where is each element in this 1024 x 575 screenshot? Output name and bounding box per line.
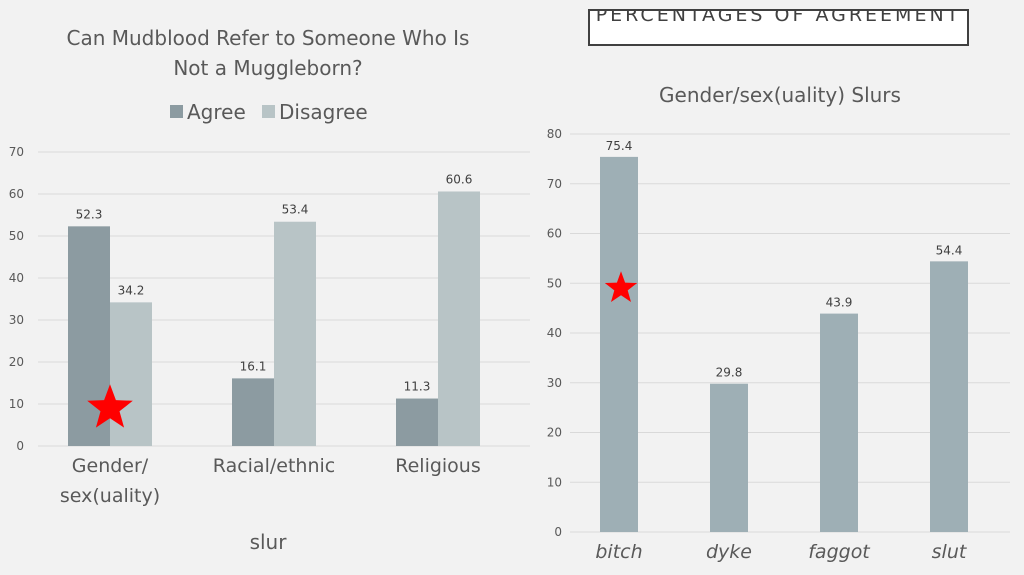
bar-agree (396, 398, 438, 446)
bar-faggot (820, 313, 858, 532)
data-label: 16.1 (240, 359, 267, 373)
y-tick-label: 50 (9, 229, 24, 243)
bar-disagree (274, 221, 316, 446)
agreement-by-slur-chart: Can Mudblood Refer to Someone Who Is Not … (9, 26, 530, 554)
y-tick-label: 70 (547, 177, 562, 191)
legend-swatch-disagree (262, 105, 275, 118)
slide-title-box: PERCENTAGES OF AGREEMENT (588, 9, 969, 46)
y-tick-label: 70 (9, 145, 24, 159)
y-tick-label: 30 (547, 376, 562, 390)
data-label: 53.4 (282, 203, 309, 217)
data-label: 75.4 (606, 139, 633, 153)
y-tick-label: 20 (9, 355, 24, 369)
star-marker (604, 271, 638, 302)
y-tick-label: 40 (9, 271, 24, 285)
bar-agree (232, 378, 274, 446)
bar-disagree (110, 302, 152, 446)
x-category-label: faggot (808, 541, 871, 563)
legend-swatch-agree (170, 105, 183, 118)
chart-title: Gender/sex(uality) Slurs (659, 83, 901, 107)
y-tick-label: 40 (547, 326, 562, 340)
y-tick-label: 0 (16, 439, 24, 453)
y-tick-label: 60 (9, 187, 24, 201)
x-category-label: slut (932, 541, 968, 563)
chart-title: Can Mudblood Refer to Someone Who Is (67, 26, 470, 50)
legend-label-agree: Agree (187, 100, 246, 124)
y-tick-label: 20 (547, 426, 562, 440)
bar-dyke (710, 383, 748, 532)
x-category-label: sex(uality) (60, 485, 160, 507)
x-category-label: Gender/ (72, 455, 149, 477)
y-tick-label: 0 (554, 525, 562, 539)
legend-label-disagree: Disagree (279, 100, 368, 124)
x-axis-title: slur (250, 530, 288, 554)
y-tick-label: 60 (547, 227, 562, 241)
x-category-label: Racial/ethnic (213, 455, 335, 477)
data-label: 52.3 (76, 207, 103, 221)
data-label: 11.3 (404, 380, 431, 394)
data-label: 54.4 (936, 243, 963, 257)
x-category-label: dyke (706, 541, 752, 563)
slide-title: PERCENTAGES OF AGREEMENT (595, 9, 962, 26)
bar-slut (930, 261, 968, 532)
y-tick-label: 10 (9, 397, 24, 411)
star-marker (87, 384, 133, 428)
bar-bitch (600, 156, 638, 532)
data-label: 43.9 (826, 296, 853, 310)
gender-slurs-chart: Gender/sex(uality) Slurs 0 10 20 30 40 50 60 70 8… (547, 83, 1010, 563)
data-label: 60.6 (446, 172, 473, 186)
y-tick-label: 80 (547, 127, 562, 141)
x-category-label: Religious (395, 455, 481, 477)
data-label: 34.2 (118, 283, 145, 297)
data-label: 29.8 (716, 366, 743, 380)
chart-title: Not a Muggleborn? (173, 56, 362, 80)
x-category-label: bitch (595, 541, 642, 563)
y-tick-label: 10 (547, 475, 562, 489)
bar-disagree (438, 191, 480, 446)
y-tick-label: 50 (547, 276, 562, 290)
y-tick-label: 30 (9, 313, 24, 327)
